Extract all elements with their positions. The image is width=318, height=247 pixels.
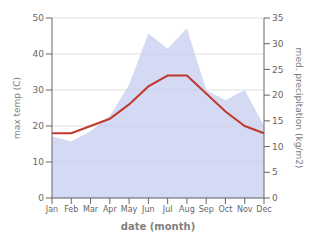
svg-text:35: 35 xyxy=(272,13,283,23)
svg-text:med. precipitation (kg/m2): med. precipitation (kg/m2) xyxy=(294,48,304,169)
svg-text:Jan: Jan xyxy=(45,205,58,214)
svg-text:Oct: Oct xyxy=(219,205,233,214)
svg-text:May: May xyxy=(121,205,138,214)
svg-text:15: 15 xyxy=(272,116,283,126)
svg-text:10: 10 xyxy=(33,157,45,167)
svg-text:Apr: Apr xyxy=(103,205,118,214)
svg-text:20: 20 xyxy=(272,90,284,100)
svg-text:Dec: Dec xyxy=(256,205,271,214)
svg-text:max temp (C): max temp (C) xyxy=(12,77,22,139)
svg-text:50: 50 xyxy=(33,13,45,23)
svg-text:40: 40 xyxy=(33,49,45,59)
svg-text:30: 30 xyxy=(272,39,284,49)
svg-text:0: 0 xyxy=(38,193,44,203)
svg-text:Jun: Jun xyxy=(141,205,155,214)
svg-text:Jul: Jul xyxy=(162,205,173,214)
svg-text:0: 0 xyxy=(272,193,278,203)
svg-text:Sep: Sep xyxy=(199,205,214,214)
svg-text:10: 10 xyxy=(272,142,284,152)
svg-text:Feb: Feb xyxy=(64,205,78,214)
svg-text:date (month): date (month) xyxy=(121,221,195,232)
svg-text:5: 5 xyxy=(272,167,278,177)
svg-text:30: 30 xyxy=(33,85,45,95)
svg-text:Mar: Mar xyxy=(83,205,99,214)
svg-text:Aug: Aug xyxy=(179,205,195,214)
svg-text:20: 20 xyxy=(33,121,45,131)
svg-text:25: 25 xyxy=(272,65,283,75)
svg-text:Nov: Nov xyxy=(237,205,253,214)
